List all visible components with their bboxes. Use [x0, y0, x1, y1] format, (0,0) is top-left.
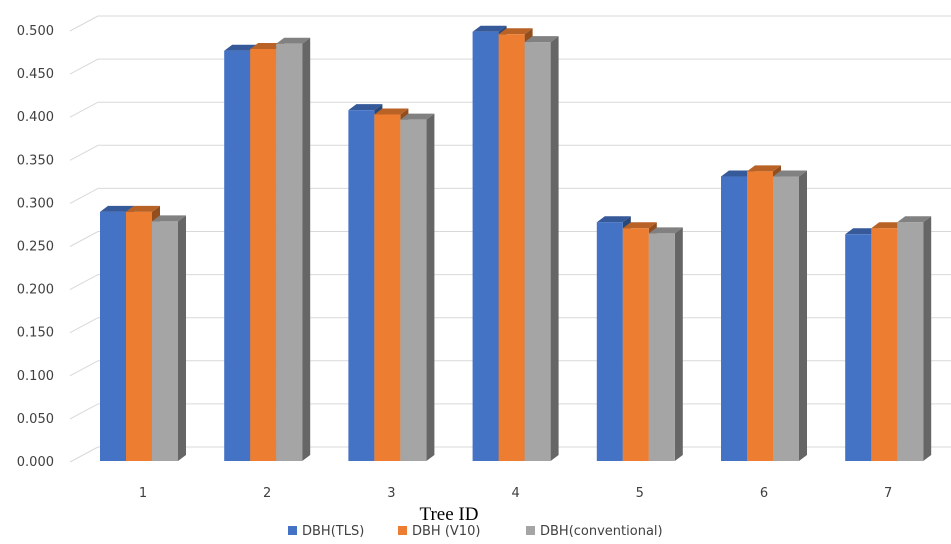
y-tick-label: 0.100	[17, 369, 54, 384]
gridline-depth	[69, 15, 99, 32]
legend-label: DBH (V10)	[412, 524, 480, 539]
bar	[596, 222, 623, 461]
bar-top	[524, 36, 559, 43]
x-tick-label: 1	[139, 486, 147, 501]
legend-label: DBH(TLS)	[302, 524, 364, 539]
bar-side	[302, 37, 311, 462]
x-tick-label: 2	[263, 486, 271, 501]
gridline-depth	[69, 231, 99, 247]
bar	[374, 114, 401, 461]
bar-top	[845, 228, 880, 235]
bar	[747, 171, 773, 462]
bar	[648, 233, 675, 461]
bar-top	[374, 108, 409, 115]
bar-side	[550, 36, 559, 462]
y-tick-label: 0.200	[17, 283, 54, 298]
bar-top	[721, 170, 755, 177]
bar-top	[152, 215, 186, 222]
y-tick-label: 0.500	[17, 24, 54, 39]
bar-side	[674, 227, 683, 461]
legend: DBH(TLS) DBH (V10) DBH(conventional)	[288, 524, 663, 539]
gridline-depth	[69, 187, 99, 204]
gridline-depth	[69, 144, 99, 161]
bar-top	[400, 113, 435, 120]
bar-top	[250, 42, 285, 49]
y-tick-label: 0.000	[17, 455, 54, 470]
gridline-depth	[69, 317, 99, 334]
gridline-depth	[69, 274, 99, 291]
legend-label: DBH(conventional)	[540, 524, 663, 539]
y-tick-label: 0.350	[17, 153, 54, 168]
bar	[845, 234, 872, 461]
bar-top	[126, 205, 160, 212]
bar-side	[923, 216, 932, 461]
bar	[224, 50, 251, 462]
bars	[100, 25, 932, 462]
bar-top	[648, 227, 683, 234]
x-tick-label: 6	[760, 486, 768, 501]
bar	[871, 228, 898, 461]
bar-side	[799, 170, 807, 462]
x-axis: 1 2 3 4 5 6 7	[139, 486, 892, 501]
bar	[276, 43, 303, 462]
gridline-depth	[69, 360, 99, 377]
x-axis-title: Tree ID	[420, 504, 479, 525]
y-tick-label: 0.400	[17, 110, 54, 125]
bar-top	[596, 216, 631, 223]
x-tick-label: 5	[636, 486, 644, 501]
y-tick-label: 0.300	[17, 196, 54, 211]
bar	[472, 31, 499, 461]
y-axis: 0.000 0.050 0.100 0.150 0.200 0.250 0.300 0.350…	[17, 24, 54, 470]
bar	[126, 211, 152, 461]
bar	[721, 176, 747, 462]
legend-swatch	[526, 526, 535, 535]
bar-top	[897, 216, 932, 223]
gridline-depth	[69, 403, 99, 420]
bar	[100, 211, 126, 461]
bar	[152, 221, 178, 461]
x-tick-label: 3	[387, 486, 395, 501]
bar	[400, 119, 427, 461]
bar	[622, 228, 649, 461]
bar-top	[498, 28, 533, 35]
bar	[498, 34, 525, 462]
bar-top	[276, 37, 311, 44]
bar-top	[773, 170, 807, 177]
y-tick-label: 0.150	[17, 326, 54, 341]
bar-top	[348, 104, 383, 111]
x-tick-label: 4	[511, 486, 519, 501]
bar	[348, 110, 375, 461]
y-tick-label: 0.250	[17, 240, 54, 255]
gridline-depth	[69, 58, 99, 75]
gridline-depth	[69, 101, 99, 118]
legend-swatch	[288, 526, 297, 535]
legend-swatch	[398, 526, 407, 535]
y-tick-label: 0.050	[17, 412, 54, 427]
bar	[524, 42, 551, 462]
bar	[250, 48, 277, 462]
bar-top	[224, 44, 259, 51]
bar	[773, 176, 799, 462]
bar-top	[622, 222, 657, 229]
bar-top	[472, 25, 507, 32]
bar-side	[426, 113, 435, 461]
y-tick-label: 0.450	[17, 67, 54, 82]
bar-top	[871, 222, 906, 229]
x-tick-label: 7	[884, 486, 892, 501]
bar-side	[178, 215, 186, 461]
gridline-depth	[69, 446, 99, 463]
bar	[897, 222, 924, 461]
bar-top	[747, 165, 781, 172]
bar-top	[100, 205, 134, 212]
